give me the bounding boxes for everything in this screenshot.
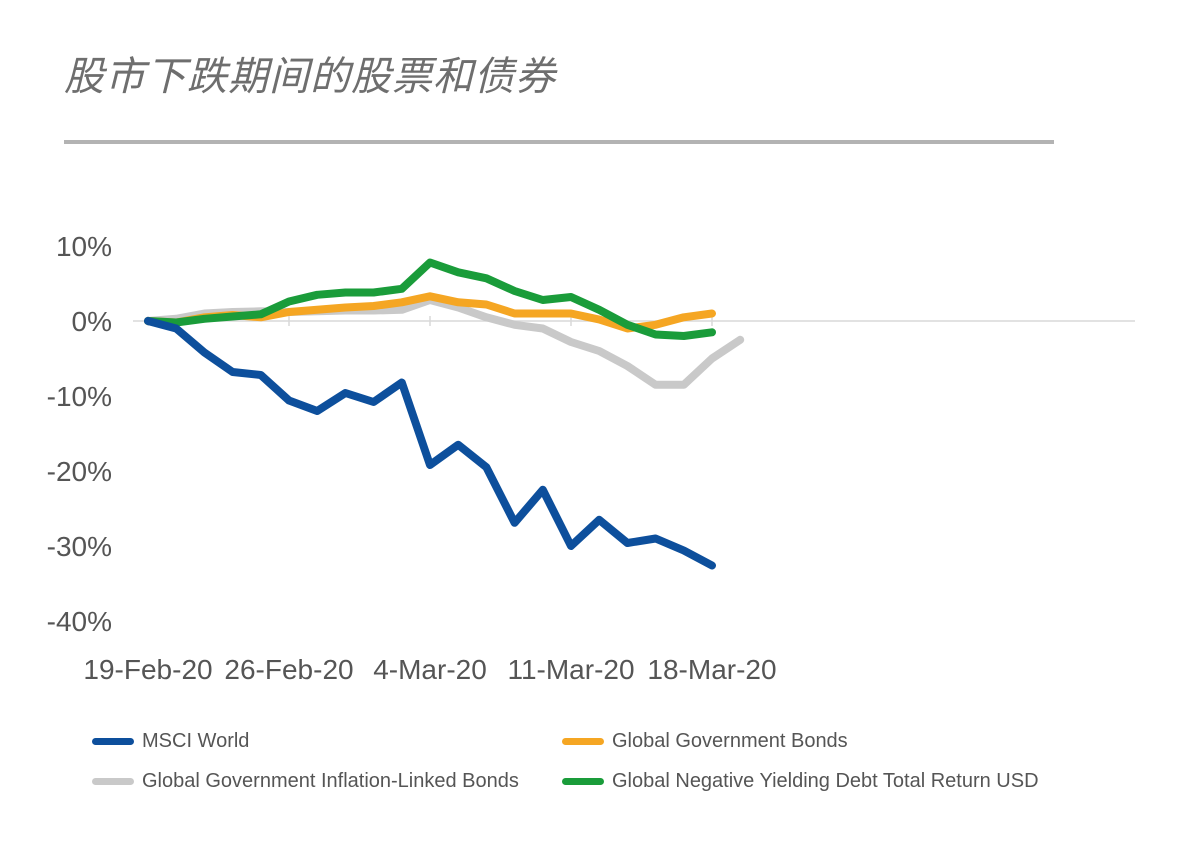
legend-swatch-global-government-bonds xyxy=(562,738,604,745)
y-tick-label: -10% xyxy=(47,381,112,412)
legend-item-inflation-linked-bonds: Global Government Inflation-Linked Bonds xyxy=(92,770,519,793)
x-tick-label: 4-Mar-20 xyxy=(373,654,487,685)
legend-label-negative-yielding-debt: Global Negative Yielding Debt Total Retu… xyxy=(612,770,1039,792)
msci-world-line xyxy=(144,317,716,570)
title-divider xyxy=(64,140,1054,144)
legend-label-global-government-bonds: Global Government Bonds xyxy=(612,730,848,752)
y-tick-label: -20% xyxy=(47,456,112,487)
legend-item-msci-world: MSCI World xyxy=(92,730,249,753)
y-tick-label: 0% xyxy=(72,306,112,337)
x-tick-label: 11-Mar-20 xyxy=(507,654,634,685)
y-tick-label: 10% xyxy=(56,231,112,262)
y-tick-label: -30% xyxy=(47,531,112,562)
legend-item-negative-yielding-debt: Global Negative Yielding Debt Total Retu… xyxy=(562,770,1039,793)
y-tick-label: -40% xyxy=(47,606,112,637)
x-tick-label: 18-Mar-20 xyxy=(647,654,776,685)
legend-swatch-msci-world xyxy=(92,738,134,745)
legend: MSCI World Global Government Bonds Globa… xyxy=(92,730,1132,810)
legend-label-msci-world: MSCI World xyxy=(142,730,250,752)
legend-swatch-negative-yielding-debt xyxy=(562,778,604,785)
x-tick-label: 26-Feb-20 xyxy=(224,654,353,685)
negative-yielding-debt-line xyxy=(144,258,716,340)
legend-label-inflation-linked-bonds: Global Government Inflation-Linked Bonds xyxy=(142,770,519,792)
legend-swatch-inflation-linked-bonds xyxy=(92,778,134,785)
x-tick-label: 19-Feb-20 xyxy=(83,654,212,685)
legend-item-global-government-bonds: Global Government Bonds xyxy=(562,730,848,753)
chart-title: 股市下跌期间的股票和债券 xyxy=(64,54,556,100)
